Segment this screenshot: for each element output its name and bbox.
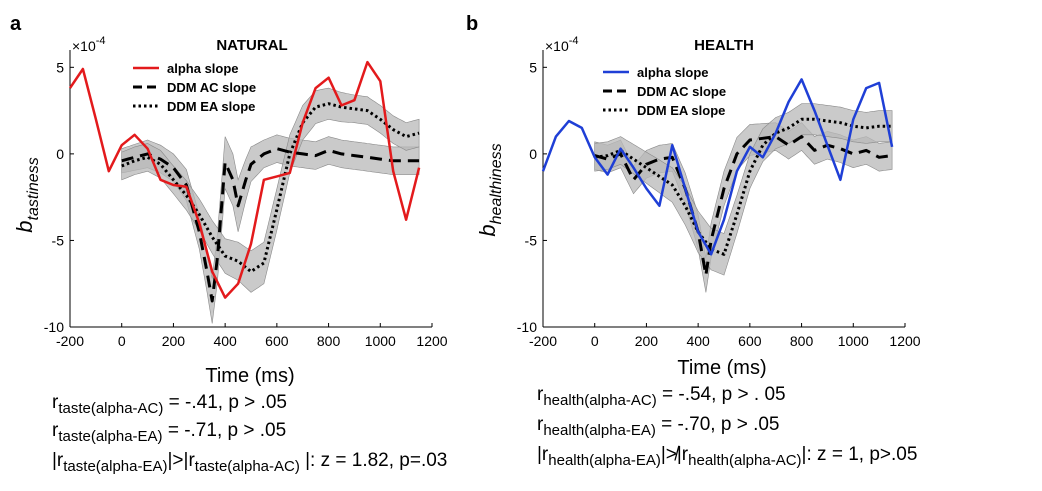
- y-tick-label-health: 5: [529, 59, 537, 75]
- x-tick-label-natural: 200: [162, 333, 186, 349]
- y-tick-label-health: -5: [525, 232, 538, 248]
- legend-label-ddm-ac-slope: DDM AC slope: [637, 84, 726, 99]
- stat-health-compare: |rhealth(alpha-EA)|≯|rhealth(alpha-AC)|:…: [537, 444, 918, 469]
- stat-health-alpha-ac: rhealth(alpha-AC) = -.54, p > . 05: [537, 384, 786, 409]
- x-tick-label-health: 1200: [889, 333, 920, 349]
- x-tick-label-natural: 600: [265, 333, 289, 349]
- plot-area-health: -200 0 200 400 600 800 1000 1200 -10 -5 0 5 alpha sl…: [517, 50, 921, 349]
- legend-label-alpha-slope: alpha slope: [167, 61, 239, 76]
- x-tick-label-natural: 400: [213, 333, 237, 349]
- svg-text:bhealthiness: bhealthiness: [475, 143, 505, 236]
- x-tick-label-natural: 0: [118, 333, 126, 349]
- x-tick-label-natural: 1000: [365, 333, 396, 349]
- x-tick-label-health: 200: [635, 333, 659, 349]
- legend-label-ddm-ea-slope: DDM EA slope: [637, 103, 725, 118]
- svg-text:btastiness: btastiness: [12, 157, 42, 232]
- series-line-alpha-slope: [541, 78, 894, 256]
- y-exponent-a: ×10-4: [72, 35, 106, 54]
- stat-taste-compare: |rtaste(alpha-EA)|>|rtaste(alpha-AC) |: …: [52, 450, 448, 475]
- y-exponent-b: ×10-4: [545, 35, 579, 54]
- y-tick-label-health: 0: [529, 146, 537, 162]
- y-axis-label-natural: btastiness: [12, 157, 42, 232]
- x-tick-label-health: 600: [738, 333, 762, 349]
- y-tick-label-natural: -10: [44, 319, 64, 335]
- series-line-alpha-slope: [68, 60, 421, 299]
- series-line-ddm-ea-slope: [594, 117, 893, 256]
- series-line-ddm-ac-slope: [121, 147, 420, 303]
- x-tick-label-natural: 800: [317, 333, 341, 349]
- y-axis-label-health: bhealthiness: [475, 143, 505, 236]
- x-tick-label-health: -200: [529, 333, 557, 349]
- x-tick-label-health: 1000: [838, 333, 869, 349]
- y-tick-label-natural: 5: [56, 59, 64, 75]
- chart-title-natural: NATURAL: [216, 37, 287, 54]
- legend-label-ddm-ac-slope: DDM AC slope: [167, 80, 256, 95]
- x-tick-label-health: 400: [686, 333, 710, 349]
- legend-label-alpha-slope: alpha slope: [637, 65, 709, 80]
- panel-letter-a: a: [10, 13, 22, 35]
- series-line-ddm-ac-slope: [594, 135, 893, 277]
- y-tick-label-health: -10: [517, 319, 537, 335]
- plot-area-natural: -200 0 200 400 600 800 1000 1200 -10 -5 0 5 alpha sl…: [44, 50, 448, 349]
- x-tick-label-health: 800: [790, 333, 814, 349]
- stat-health-alpha-ea: rhealth(alpha-EA) = -.70, p > .05: [537, 414, 780, 439]
- x-tick-label-natural: -200: [56, 333, 84, 349]
- panel-natural: a NATURAL ×10-4 -200 0 200 400 600 800 1000 120…: [10, 13, 448, 387]
- y-tick-label-natural: 0: [56, 146, 64, 162]
- x-axis-label-health: Time (ms): [677, 357, 766, 379]
- x-axis-label-natural: Time (ms): [205, 365, 294, 387]
- panel-letter-b: b: [466, 13, 478, 35]
- x-tick-label-health: 0: [591, 333, 599, 349]
- stat-taste-alpha-ea: rtaste(alpha-EA) = -.71, p > .05: [52, 420, 287, 445]
- chart-title-health: HEALTH: [694, 37, 754, 54]
- stat-taste-alpha-ac: rtaste(alpha-AC) = -.41, p > .05: [52, 392, 287, 417]
- error-band-natural: [121, 87, 420, 293]
- y-tick-label-natural: -5: [52, 232, 65, 248]
- x-tick-label-natural: 1200: [416, 333, 447, 349]
- error-band-health: [594, 103, 893, 276]
- panel-health: b HEALTH ×10-4 -200 0 200 400 600 800 1000 1200…: [466, 13, 921, 379]
- legend-label-ddm-ea-slope: DDM EA slope: [167, 99, 255, 114]
